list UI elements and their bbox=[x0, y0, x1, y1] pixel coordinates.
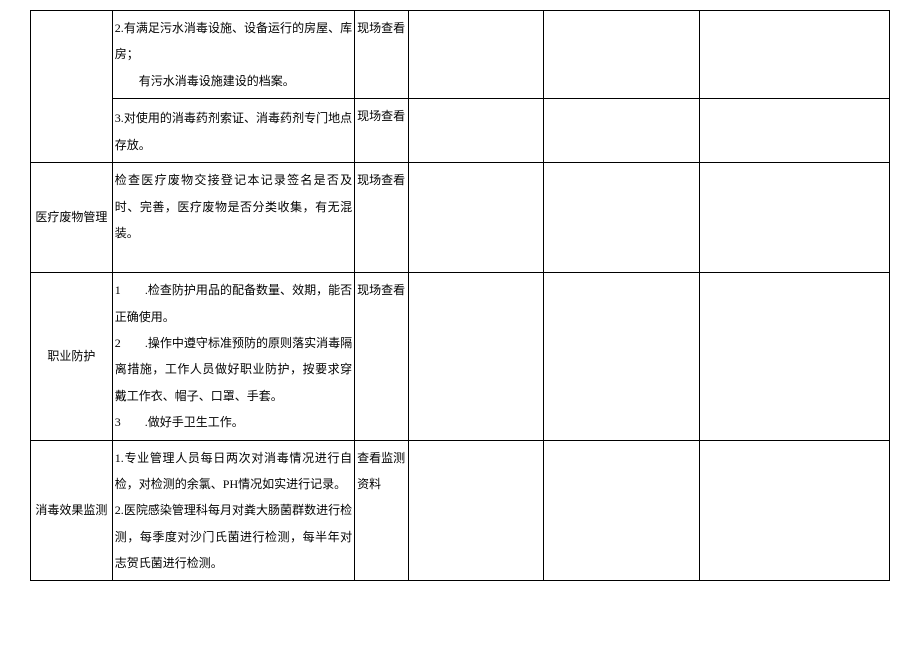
desc-line: 2 .操作中遵守标准预防的原则落实消毒隔离措施，工作人员做好职业防护，按要求穿戴… bbox=[115, 330, 352, 409]
desc-cell: 1.专业管理人员每日两次对消毒情况进行自检，对检测的余氯、PH情况如实进行记录。… bbox=[112, 440, 354, 581]
method-cell: 查看监测资料 bbox=[355, 440, 409, 581]
blank-cell bbox=[544, 11, 699, 99]
blank-cell bbox=[544, 99, 699, 163]
category-cell: 职业防护 bbox=[31, 273, 113, 440]
blank-cell bbox=[409, 273, 544, 440]
desc-line: 3.对使用的消毒药剂索证、消毒药剂专门地点存放。 bbox=[115, 111, 352, 151]
desc-cell: 检查医疗废物交接登记本记录签名是否及时、完善，医疗废物是否分类收集，有无混装。 bbox=[112, 163, 354, 273]
desc-cell: 2.有满足污水消毒设施、设备运行的房屋、库房； 有污水消毒设施建设的档案。 bbox=[112, 11, 354, 99]
table-row: 职业防护 1 .检查防护用品的配备数量、效期，能否正确使用。 2 .操作中遵守标… bbox=[31, 273, 890, 440]
blank-cell bbox=[699, 11, 889, 99]
blank-cell bbox=[409, 440, 544, 581]
table-row: 消毒效果监测 1.专业管理人员每日两次对消毒情况进行自检，对检测的余氯、PH情况… bbox=[31, 440, 890, 581]
category-cell: 消毒效果监测 bbox=[31, 440, 113, 581]
blank-cell bbox=[699, 163, 889, 273]
category-cell bbox=[31, 11, 113, 163]
desc-line-indent: 有污水消毒设施建设的档案。 bbox=[115, 68, 352, 94]
method-cell: 现场查看 bbox=[355, 163, 409, 273]
blank-cell bbox=[699, 99, 889, 163]
method-cell: 现场查看 bbox=[355, 11, 409, 99]
category-cell: 医疗废物管理 bbox=[31, 163, 113, 273]
desc-line: 2.医院感染管理科每月对粪大肠菌群数进行检测，每季度对沙门氏菌进行检测，每半年对… bbox=[115, 497, 352, 576]
blank-cell bbox=[409, 99, 544, 163]
desc-line: 3 .做好手卫生工作。 bbox=[115, 409, 352, 435]
method-cell: 现场查看 bbox=[355, 99, 409, 163]
desc-line: 检查医疗废物交接登记本记录签名是否及时、完善，医疗废物是否分类收集，有无混装。 bbox=[115, 173, 352, 240]
method-cell: 现场查看 bbox=[355, 273, 409, 440]
table-row: 医疗废物管理 检查医疗废物交接登记本记录签名是否及时、完善，医疗废物是否分类收集… bbox=[31, 163, 890, 273]
blank-cell bbox=[544, 163, 699, 273]
blank-cell bbox=[699, 273, 889, 440]
table-row: 2.有满足污水消毒设施、设备运行的房屋、库房； 有污水消毒设施建设的档案。 现场… bbox=[31, 11, 890, 99]
desc-line: 1.专业管理人员每日两次对消毒情况进行自检，对检测的余氯、PH情况如实进行记录。 bbox=[115, 445, 352, 498]
blank-cell bbox=[544, 440, 699, 581]
desc-line: 1 .检查防护用品的配备数量、效期，能否正确使用。 bbox=[115, 277, 352, 330]
inspection-table: 2.有满足污水消毒设施、设备运行的房屋、库房； 有污水消毒设施建设的档案。 现场… bbox=[30, 10, 890, 581]
table-row: 3.对使用的消毒药剂索证、消毒药剂专门地点存放。 现场查看 bbox=[31, 99, 890, 163]
blank-cell bbox=[699, 440, 889, 581]
blank-cell bbox=[409, 163, 544, 273]
blank-cell bbox=[544, 273, 699, 440]
desc-cell: 1 .检查防护用品的配备数量、效期，能否正确使用。 2 .操作中遵守标准预防的原… bbox=[112, 273, 354, 440]
desc-line: 2.有满足污水消毒设施、设备运行的房屋、库房； bbox=[115, 21, 352, 61]
blank-cell bbox=[409, 11, 544, 99]
desc-cell: 3.对使用的消毒药剂索证、消毒药剂专门地点存放。 bbox=[112, 99, 354, 163]
